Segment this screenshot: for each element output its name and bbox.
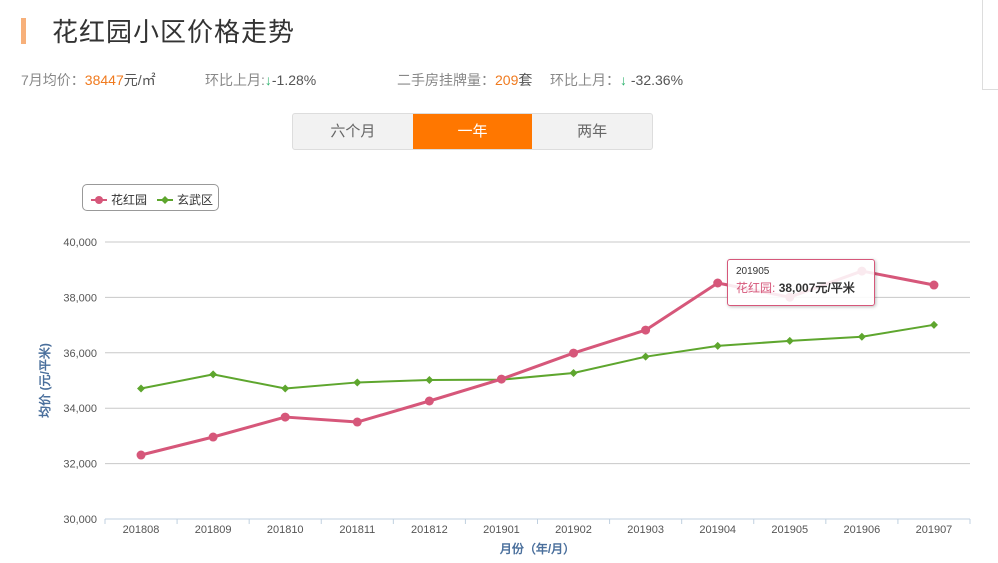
- data-point[interactable]: [352, 417, 362, 427]
- down-arrow-icon: ↓: [264, 72, 272, 88]
- listings-unit: 套: [518, 72, 533, 88]
- mom-listings-label: 环比上月：: [550, 72, 620, 88]
- data-point[interactable]: [424, 396, 434, 406]
- tab-six-months[interactable]: 六个月: [330, 123, 376, 140]
- chart-tooltip: 201905 花红园: 38,007元/平米: [727, 259, 875, 306]
- legend-item-xuanwu[interactable]: 玄武区: [157, 191, 213, 208]
- data-point[interactable]: [929, 320, 938, 329]
- tab-two-years[interactable]: 两年: [577, 123, 608, 140]
- x-tick-label: 201810: [267, 524, 304, 536]
- x-tick-label: 201901: [483, 524, 520, 536]
- x-tick-label: 201811: [339, 524, 375, 536]
- data-point[interactable]: [929, 280, 939, 290]
- legend-item-huahongyuan[interactable]: 花红园: [91, 191, 147, 208]
- data-point[interactable]: [569, 348, 579, 358]
- data-point[interactable]: [425, 375, 434, 384]
- y-tick-label: 34,000: [63, 403, 97, 415]
- data-point[interactable]: [857, 332, 866, 341]
- listings-stat: 二手房挂牌量：209套: [397, 70, 532, 90]
- tooltip-date: 201905: [736, 266, 770, 277]
- avg-price-stat: 7月均价：38447元/㎡: [21, 70, 156, 90]
- data-point[interactable]: [785, 336, 794, 345]
- data-point[interactable]: [353, 378, 362, 387]
- mom-price-value: -1.28%: [271, 72, 317, 88]
- x-tick-label: 201812: [411, 524, 448, 536]
- mom-price-stat: 环比上月:↓-1.28%: [205, 70, 316, 90]
- tooltip-value: 38,007元/平米: [778, 281, 855, 295]
- y-tick-label: 32,000: [63, 459, 97, 471]
- tooltip-line: 花红园: 38,007元/平米: [736, 279, 866, 296]
- mom-listings-value: -32.36%: [630, 72, 684, 88]
- y-tick-label: 30,000: [63, 514, 97, 526]
- y-tick-label: 36,000: [63, 348, 97, 360]
- circle-marker-icon: [91, 195, 107, 204]
- y-tick-label: 40,000: [63, 237, 97, 249]
- x-tick-label: 201903: [627, 524, 664, 536]
- data-point[interactable]: [569, 369, 578, 378]
- data-point[interactable]: [281, 384, 290, 393]
- data-point[interactable]: [208, 432, 218, 442]
- chart-legend: 花红园 玄武区: [82, 184, 219, 211]
- listings-label: 二手房挂牌量：: [397, 72, 495, 88]
- diamond-marker-icon: [157, 195, 173, 204]
- data-point[interactable]: [496, 374, 506, 384]
- title-accent-bar: [21, 18, 26, 44]
- x-axis-title: 月份（年/月）: [499, 541, 575, 556]
- legend-label: 花红园: [111, 193, 148, 207]
- data-point[interactable]: [641, 325, 651, 335]
- avg-price-unit: 元/㎡: [123, 72, 156, 88]
- legend-label: 玄武区: [177, 193, 214, 207]
- x-tick-label: 201907: [916, 524, 953, 536]
- data-point[interactable]: [209, 370, 218, 379]
- down-arrow-icon: ↓: [620, 72, 627, 88]
- listings-value: 209: [495, 72, 519, 88]
- data-point[interactable]: [713, 341, 722, 350]
- x-tick-label: 201808: [123, 524, 160, 536]
- data-point[interactable]: [641, 352, 650, 361]
- mom-listings-stat: 环比上月：↓ -32.36%: [550, 70, 683, 90]
- mom-price-label: 环比上月:: [205, 72, 265, 88]
- y-axis-title: 均价 (元/平米): [37, 343, 52, 418]
- avg-price-value: 38447: [84, 72, 124, 88]
- data-point[interactable]: [280, 412, 290, 422]
- page-title: 花红园小区价格走势: [52, 17, 296, 47]
- x-tick-label: 201904: [699, 524, 736, 536]
- data-point[interactable]: [137, 384, 146, 393]
- period-tabs: 六个月 一年 两年: [292, 113, 653, 150]
- y-tick-label: 38,000: [63, 292, 97, 304]
- series-line: [140, 323, 935, 390]
- tooltip-series-name: 花红园:: [736, 281, 776, 295]
- x-tick-label: 201902: [555, 524, 592, 536]
- data-point[interactable]: [136, 450, 146, 460]
- x-tick-label: 201905: [771, 524, 808, 536]
- data-point[interactable]: [713, 278, 723, 288]
- side-panel-edge: [982, 0, 998, 90]
- tab-one-year[interactable]: 一年: [412, 114, 533, 149]
- avg-price-label: 7月均价：: [21, 72, 85, 88]
- x-tick-label: 201906: [844, 524, 881, 536]
- x-tick-label: 201809: [195, 524, 232, 536]
